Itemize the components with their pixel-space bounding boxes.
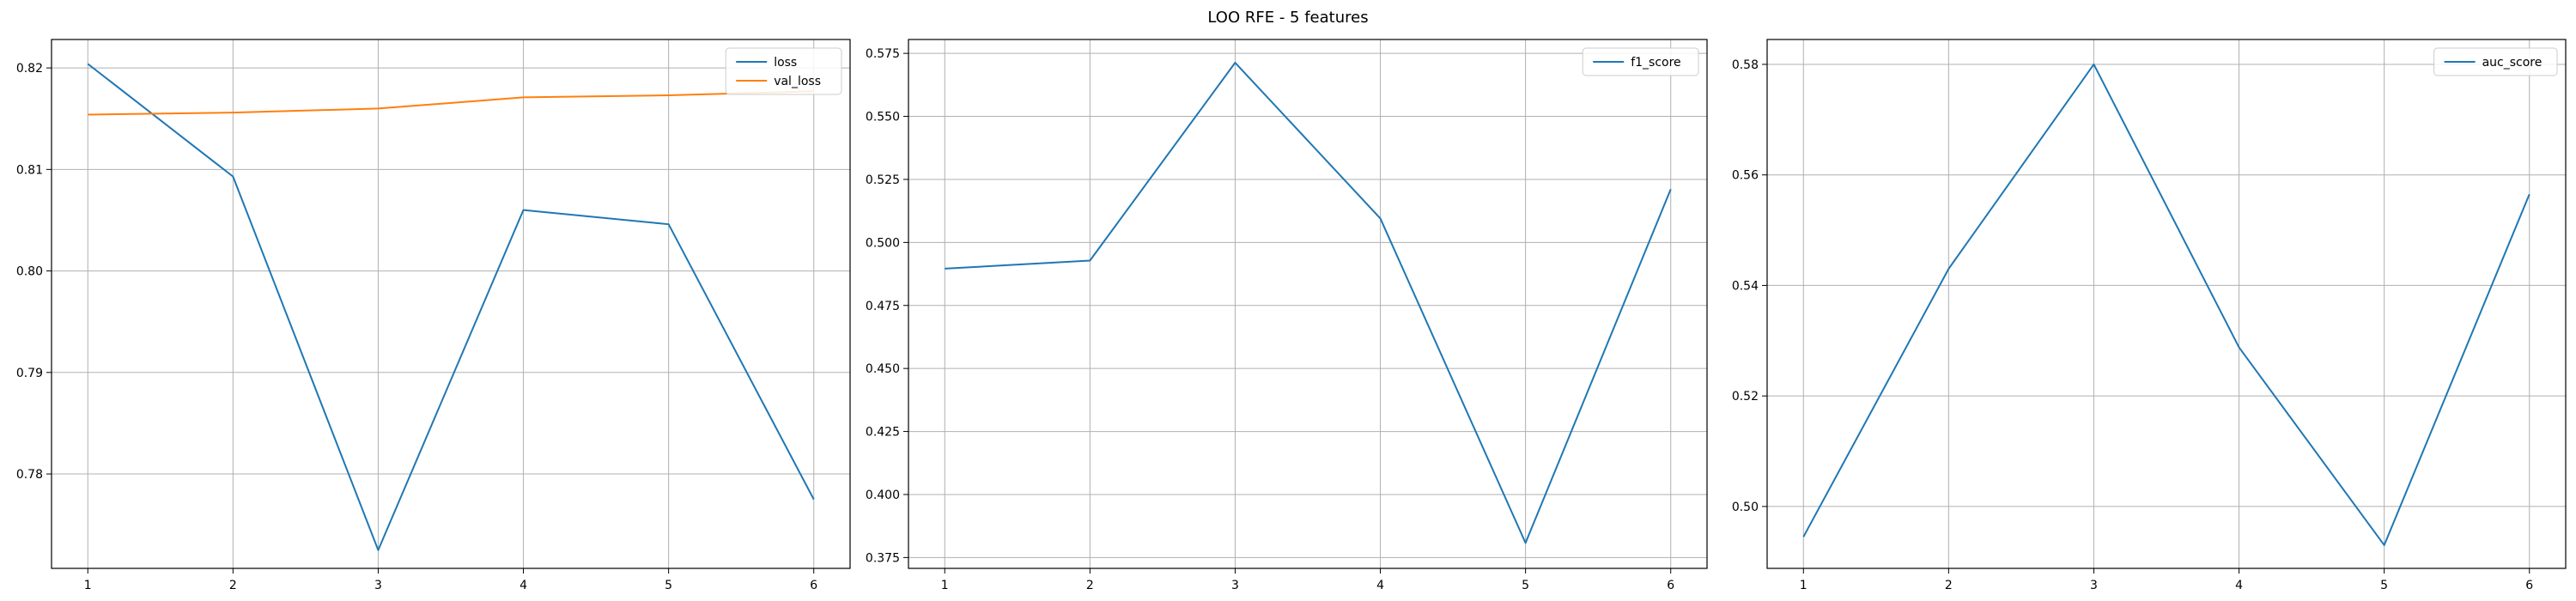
y-tick-label: 0.54 bbox=[1732, 279, 1759, 293]
x-tick-label: 5 bbox=[2380, 579, 2388, 592]
subplot-3: 1 2 3 4 5 6 0.50 0.52 0.54 0.56 0.58 auc_score bbox=[1732, 39, 2567, 592]
y-tick-label: 0.58 bbox=[1732, 58, 1759, 72]
x-tick-label: 4 bbox=[2235, 579, 2243, 592]
figure-title: LOO RFE - 5 features bbox=[1207, 9, 1369, 27]
legend: f1_score bbox=[1582, 47, 1699, 76]
x-tick-label: 2 bbox=[1945, 579, 1953, 592]
y-tick-label: 0.575 bbox=[866, 47, 900, 61]
series-line-auc-score bbox=[1802, 63, 2530, 546]
y-tick-label: 0.82 bbox=[16, 62, 43, 76]
legend-label-val-loss: val_loss bbox=[774, 75, 821, 88]
x-tick-label: 3 bbox=[374, 579, 382, 592]
series-line-f1-score bbox=[945, 62, 1672, 544]
y-tick-label: 0.375 bbox=[866, 551, 900, 565]
legend-box bbox=[1582, 47, 1699, 76]
x-tick-label: 6 bbox=[2525, 579, 2533, 592]
y-tick-label: 0.50 bbox=[1732, 501, 1759, 514]
x-tick-label: 6 bbox=[810, 579, 817, 592]
y-tick-label: 0.550 bbox=[866, 111, 900, 124]
legend: auc_score bbox=[2433, 47, 2558, 76]
legend-label-loss: loss bbox=[774, 56, 797, 70]
legend-box bbox=[2433, 47, 2558, 76]
y-tick-label: 0.52 bbox=[1732, 390, 1759, 404]
x-tick-label: 5 bbox=[665, 579, 672, 592]
y-tick-label: 0.525 bbox=[866, 173, 900, 187]
axes-frame bbox=[1766, 39, 2567, 569]
x-tick-label: 1 bbox=[941, 579, 949, 592]
x-tick-label: 5 bbox=[1522, 579, 1529, 592]
y-tick-label: 0.78 bbox=[16, 468, 43, 482]
x-tick-label: 1 bbox=[84, 579, 92, 592]
x-tick-label: 3 bbox=[1231, 579, 1239, 592]
y-tick-label: 0.500 bbox=[866, 236, 900, 250]
x-tick-label: 1 bbox=[1800, 579, 1807, 592]
x-tick-label: 6 bbox=[1667, 579, 1674, 592]
x-tick-label: 2 bbox=[1086, 579, 1094, 592]
legend-box bbox=[725, 47, 842, 95]
legend-label-auc-score: auc_score bbox=[2482, 56, 2543, 70]
series-line-val-loss bbox=[88, 90, 814, 116]
series-line-loss bbox=[87, 63, 815, 551]
y-tick-label: 0.425 bbox=[866, 426, 900, 440]
y-tick-label: 0.400 bbox=[866, 489, 900, 502]
subplot-1: 1 2 3 4 5 6 0.78 0.79 0.80 0.81 0.82 loss val_loss bbox=[16, 39, 851, 592]
legend-label-f1-score: f1_score bbox=[1631, 56, 1680, 70]
axes-frame bbox=[908, 39, 1708, 569]
y-tick-label: 0.79 bbox=[16, 367, 43, 380]
y-tick-label: 0.450 bbox=[866, 362, 900, 376]
subplot-2: 1 2 3 4 5 6 0.375 0.400 0.425 0.450 0.475 0.500 0.52… bbox=[866, 39, 1708, 592]
x-tick-label: 2 bbox=[229, 579, 237, 592]
y-tick-label: 0.80 bbox=[16, 265, 43, 279]
y-tick-label: 0.81 bbox=[16, 163, 43, 177]
x-tick-label: 4 bbox=[519, 579, 527, 592]
legend: loss val_loss bbox=[725, 47, 842, 95]
axes-frame bbox=[51, 39, 851, 569]
x-tick-label: 3 bbox=[2090, 579, 2098, 592]
y-tick-label: 0.475 bbox=[866, 300, 900, 313]
y-tick-label: 0.56 bbox=[1732, 169, 1759, 183]
x-tick-label: 4 bbox=[1376, 579, 1384, 592]
